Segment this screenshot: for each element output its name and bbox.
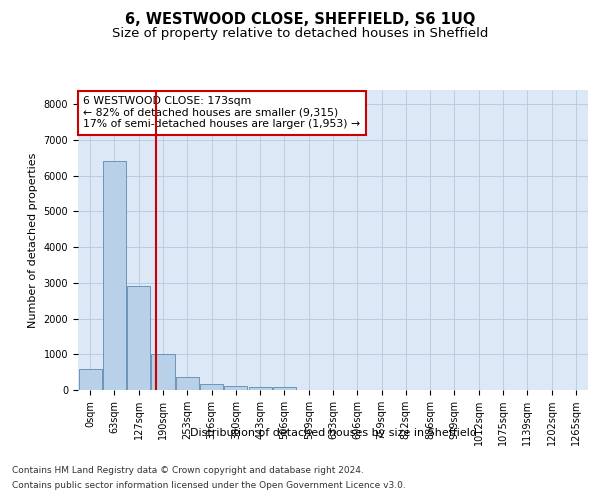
- Bar: [273, 387, 296, 390]
- Bar: [200, 384, 223, 390]
- Text: 6 WESTWOOD CLOSE: 173sqm
← 82% of detached houses are smaller (9,315)
17% of sem: 6 WESTWOOD CLOSE: 173sqm ← 82% of detach…: [83, 96, 360, 129]
- Text: 6, WESTWOOD CLOSE, SHEFFIELD, S6 1UQ: 6, WESTWOOD CLOSE, SHEFFIELD, S6 1UQ: [125, 12, 475, 28]
- Bar: [248, 387, 272, 390]
- Bar: [103, 162, 126, 390]
- Bar: [79, 370, 101, 390]
- Text: Contains HM Land Registry data © Crown copyright and database right 2024.: Contains HM Land Registry data © Crown c…: [12, 466, 364, 475]
- Text: Contains public sector information licensed under the Open Government Licence v3: Contains public sector information licen…: [12, 481, 406, 490]
- Bar: [176, 377, 199, 390]
- Y-axis label: Number of detached properties: Number of detached properties: [28, 152, 38, 328]
- Text: Size of property relative to detached houses in Sheffield: Size of property relative to detached ho…: [112, 28, 488, 40]
- Text: Distribution of detached houses by size in Sheffield: Distribution of detached houses by size …: [190, 428, 476, 438]
- Bar: [224, 386, 247, 390]
- Bar: [127, 286, 150, 390]
- Bar: [151, 354, 175, 390]
